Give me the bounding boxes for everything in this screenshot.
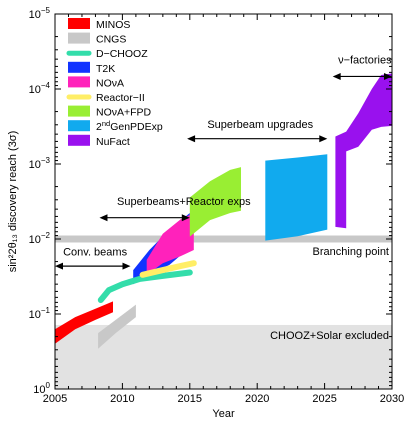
legend-swatch	[68, 76, 90, 88]
arrowhead-right-icon	[122, 262, 131, 270]
legend-swatch	[68, 18, 90, 29]
y-axis-label: sin²2θ₁₃ discovery reach (3σ)	[7, 131, 19, 273]
arrowhead-left-icon	[332, 72, 341, 80]
y-tick-label: 10−4	[29, 81, 51, 96]
x-axis-label: Year	[212, 408, 235, 420]
branching-point-label: Branching point	[313, 246, 389, 258]
legend-label: NOνA+FPD	[96, 107, 152, 119]
x-tick-label: 2025	[312, 393, 336, 405]
legend-label: Reactor−II	[96, 92, 145, 104]
legend-item-reactor-ii: Reactor−II	[66, 92, 145, 104]
plot-area	[55, 73, 392, 389]
annotation-conv-beams: Conv. beams	[55, 246, 131, 270]
legend-item-no-a-fpd: NOνA+FPD	[68, 105, 152, 119]
annotation-factories: ν−factories	[332, 55, 392, 80]
line-reactor-ii	[139, 260, 197, 278]
annotation-superbeams-reactor-exps: Superbeams+Reactor exps	[99, 196, 251, 222]
legend-swatch	[68, 105, 90, 117]
x-tick-label: 2010	[110, 393, 134, 405]
legend-item-2ndgenpdexp: 2ndGenPDExp	[68, 119, 163, 133]
legend-item-minos: MINOS	[68, 18, 130, 31]
band-2ndgenpdexp	[265, 154, 328, 241]
y-tick-label: 10−1	[29, 306, 51, 321]
arrowhead-left-icon	[187, 135, 196, 143]
legend-swatch	[68, 134, 90, 146]
arrowhead-left-icon	[55, 262, 63, 270]
legend-label: CNGS	[96, 34, 126, 46]
y-tick-label: 10−3	[29, 156, 51, 171]
band-nufact	[335, 73, 392, 229]
annotations-layer: Conv. beams Superbeams+Reactor exps Superb…	[55, 55, 392, 270]
band-cngs	[98, 304, 136, 349]
legend-label: T2K	[96, 63, 115, 75]
y-tick-label: 100	[33, 381, 50, 396]
arrowhead-right-icon	[319, 135, 328, 143]
x-tick-label: 2005	[43, 393, 67, 405]
legend-item-cngs: CNGS	[68, 32, 126, 46]
line-d-chooz	[97, 269, 193, 303]
legend-item-no-a: NOνA	[68, 76, 124, 89]
legend-swatch	[68, 61, 90, 73]
y-tick-label: 10−5	[29, 6, 51, 21]
band-no-a-fpd	[189, 167, 241, 237]
annotation-label: Superbeam upgrades	[207, 119, 313, 131]
legend-label: MINOS	[96, 19, 130, 31]
legend-item-d-chooz: D−CHOOZ	[66, 48, 148, 60]
x-tick-label: 2020	[245, 393, 269, 405]
bands-layer	[55, 73, 392, 349]
plot-frame	[54, 13, 393, 390]
ticks-layer: 2005 2010 2015 2020 2025 2030 10−5 10−4 10−3 10−2…	[29, 6, 405, 405]
lines-layer	[97, 260, 197, 303]
legend-label: D−CHOOZ	[96, 48, 148, 60]
legend-label: NuFact	[96, 136, 130, 148]
x-tick-label: 2015	[178, 393, 202, 405]
legend-swatch	[68, 32, 90, 44]
legend: MINOS CNGS D−CHOOZ T2K NOνA Reactor−II NOνA+FP…	[66, 18, 163, 148]
annotation-label: Superbeams+Reactor exps	[117, 196, 251, 208]
x-tick-label: 2030	[380, 393, 404, 405]
branching-point-band	[55, 235, 392, 243]
legend-item-t2k: T2K	[68, 61, 115, 75]
annotation-superbeam-upgrades: Superbeam upgrades	[187, 119, 328, 143]
arrowhead-right-icon	[181, 214, 190, 222]
legend-item-nufact: NuFact	[68, 134, 130, 148]
annotation-label: Conv. beams	[63, 246, 127, 258]
arrowhead-left-icon	[99, 214, 108, 222]
band-no-a	[146, 213, 194, 275]
annotation-label: ν−factories	[338, 55, 392, 67]
legend-swatch	[68, 120, 90, 132]
legend-label: 2ndGenPDExp	[96, 119, 163, 133]
band-minos	[55, 301, 113, 344]
excluded-region-label: CHOOZ+Solar excluded	[270, 330, 389, 342]
arrowhead-right-icon	[384, 72, 392, 80]
legend-label: NOνA	[96, 77, 124, 89]
y-tick-label: 10−2	[29, 231, 51, 246]
